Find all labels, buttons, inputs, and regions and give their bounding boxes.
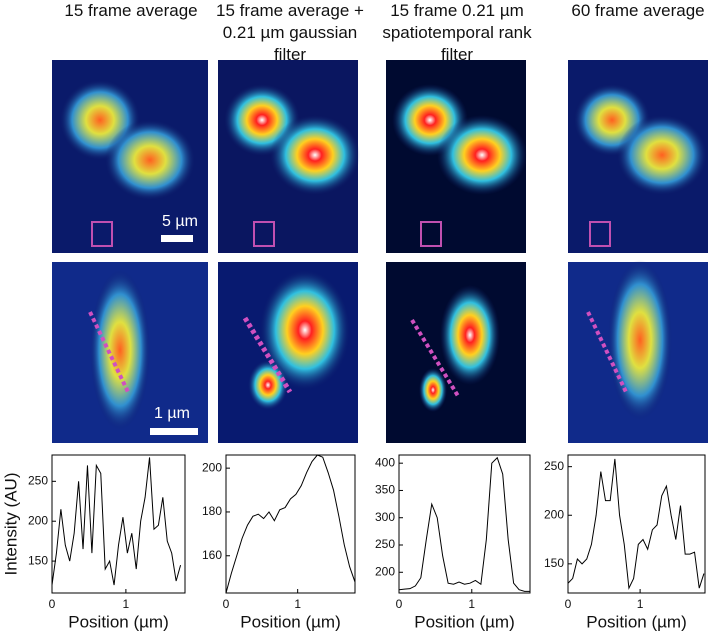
x-tick-label: 0: [223, 597, 230, 611]
data-line: [398, 456, 530, 592]
y-tick-label: 250: [375, 537, 395, 551]
panel-title: 15 frame 0.21 µm spatiotemporal rank fil…: [382, 1, 532, 64]
data-line: [567, 458, 705, 590]
y-tick-label: 250: [28, 473, 48, 487]
y-tick-label: 150: [28, 553, 48, 567]
y-tick-label: 300: [375, 510, 395, 524]
x-tick-label: 1: [123, 597, 130, 611]
x-axis-label: Position (µm): [240, 612, 340, 631]
y-tick-label: 200: [28, 513, 48, 527]
y-tick-label: 160: [202, 548, 222, 562]
x-tick-label: 0: [565, 597, 572, 611]
x-tick-label: 0: [396, 597, 403, 611]
plot-frame: [398, 454, 531, 594]
x-tick-label: 1: [637, 597, 644, 611]
scale-label: 1 µm: [154, 405, 190, 422]
images: [52, 60, 708, 443]
panel-title: 15 frame average + 0.21 µm gaussian filt…: [216, 1, 364, 64]
y-tick-label: 200: [202, 460, 222, 474]
x-tick-label: 1: [294, 597, 301, 611]
y-tick-label: 150: [544, 556, 564, 570]
y-tick-label: 180: [202, 504, 222, 518]
x-tick-label: 0: [49, 597, 56, 611]
data-line: [225, 454, 356, 594]
x-axis-label: Position (µm): [586, 612, 686, 631]
plot-frame: [51, 454, 186, 594]
x-axis-label: Position (µm): [414, 612, 514, 631]
image-row-2: [52, 260, 708, 443]
y-tick-label: 400: [375, 455, 395, 469]
y-axis-label: Intensity (AU): [1, 473, 20, 576]
y-tick-label: 350: [375, 483, 395, 497]
plot-frame: [567, 454, 706, 594]
scale-label: 5 µm: [162, 213, 198, 230]
y-tick-label: 250: [544, 459, 564, 473]
y-tick-label: 200: [375, 564, 395, 578]
x-tick-label: 1: [468, 597, 475, 611]
x-axis-label: Position (µm): [68, 612, 168, 631]
data-line: [51, 457, 182, 586]
plot-frame: [225, 454, 356, 594]
panel-title: 15 frame average: [64, 1, 198, 20]
image-row-1: [52, 60, 708, 253]
y-tick-label: 200: [544, 507, 564, 521]
panel-title: 60 frame average: [571, 1, 705, 20]
